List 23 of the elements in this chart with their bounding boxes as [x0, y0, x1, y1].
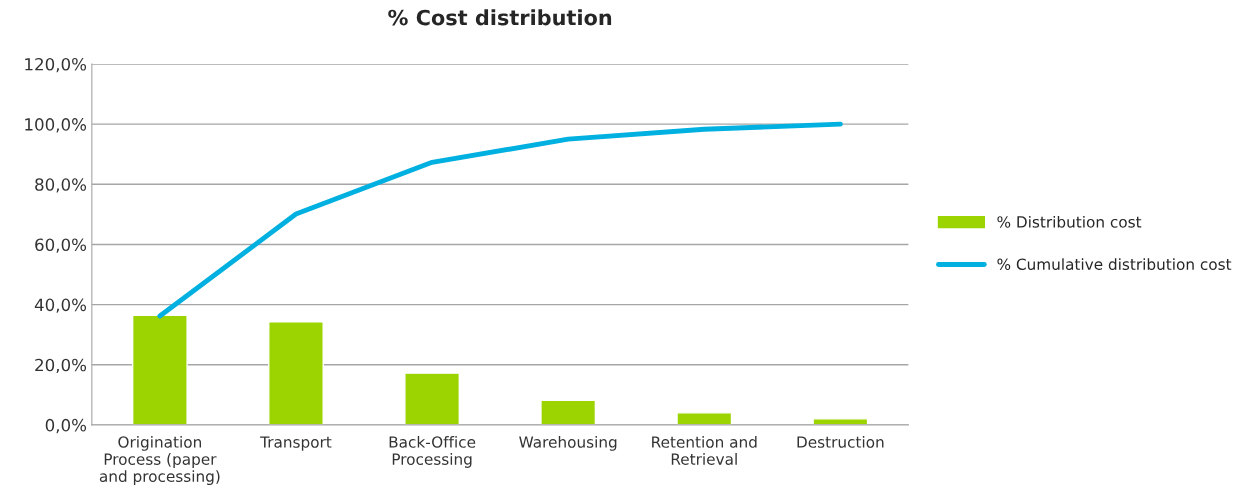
legend-label: % Cumulative distribution cost — [997, 258, 1232, 271]
legend-label: % Distribution cost — [997, 215, 1142, 228]
y-tick-label: 80,0% — [35, 178, 87, 193]
x-tick-label: Transport — [260, 436, 332, 451]
line-series — [157, 121, 843, 319]
x-tick-label: Retention and Retrieval — [652, 435, 757, 465]
bar — [540, 399, 597, 425]
y-tick-label: 60,0% — [35, 238, 87, 253]
y-tick-label: 120,0% — [25, 57, 87, 73]
y-tick-label: 20,0% — [35, 358, 87, 373]
y-tick-label: 0,0% — [45, 418, 87, 434]
y-tick-label: 100,0% — [25, 118, 87, 133]
y-tick-label: 40,0% — [34, 298, 87, 313]
x-tick-label: Warehousing — [519, 435, 617, 451]
chart-title: % Cost distribution — [388, 9, 612, 26]
x-tick-label: Destruction — [797, 435, 884, 448]
bar — [131, 314, 188, 425]
x-tick-label: Origination Process (paper and processing) — [99, 435, 220, 485]
bar — [812, 418, 869, 425]
x-tick-label: Back-Office Processing — [389, 435, 476, 468]
bar — [676, 412, 733, 425]
bar — [268, 321, 324, 425]
bar — [404, 372, 460, 425]
